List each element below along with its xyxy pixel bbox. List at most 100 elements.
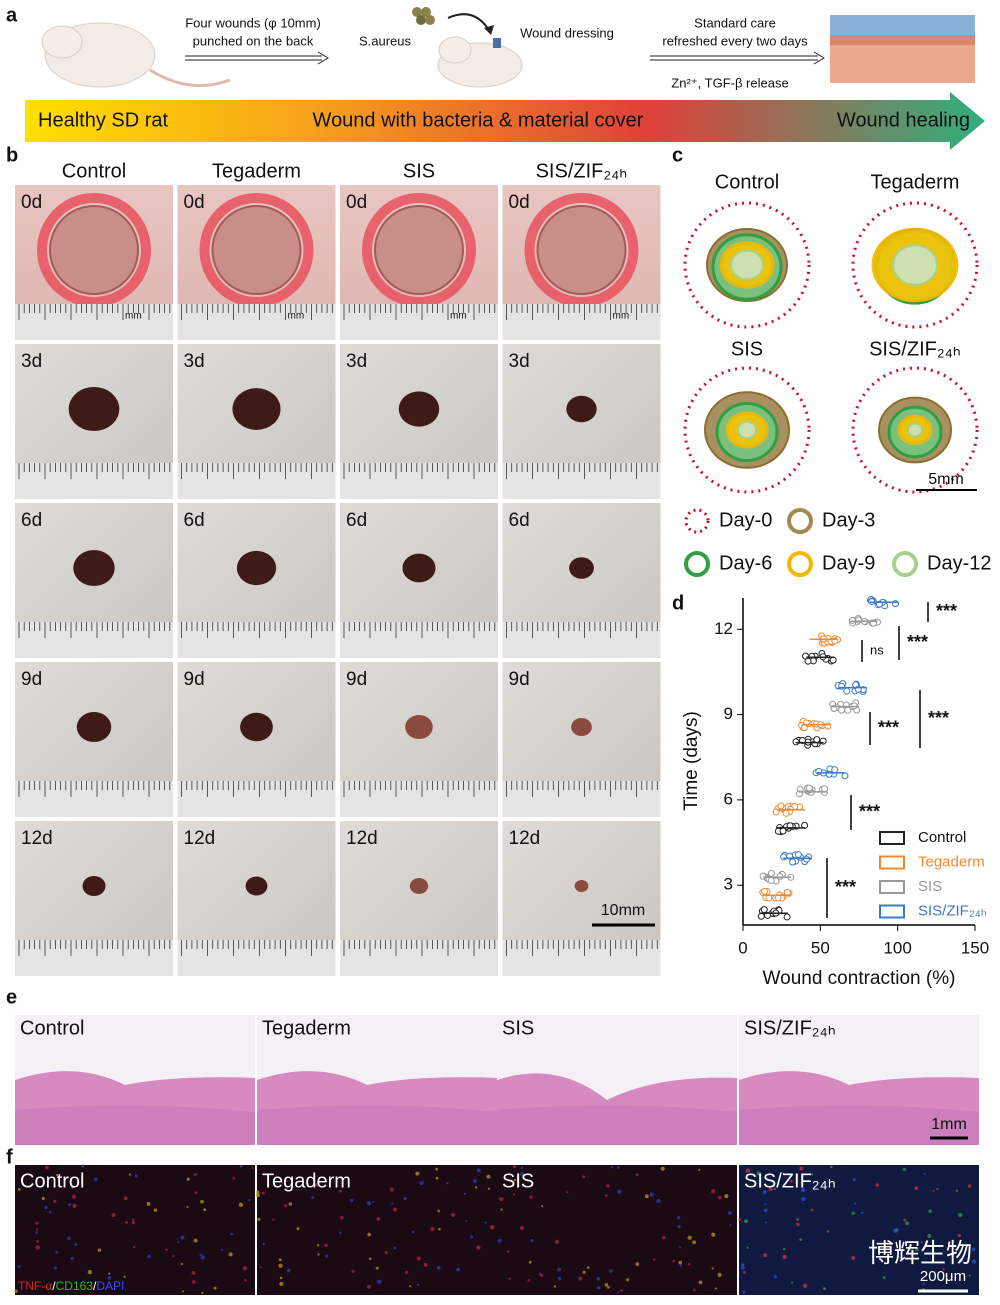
dot [780,853,788,861]
signal [903,1218,907,1222]
signal [499,1197,504,1202]
label: Tegaderm [871,171,960,193]
signal [446,1182,449,1185]
signal [255,1192,260,1198]
label: c [672,144,683,166]
signal [635,1262,640,1266]
label: Four wounds (φ 10mm) [185,15,321,30]
signal [366,1284,371,1289]
label: 10mm [601,902,645,919]
signal [97,1248,102,1252]
signal [437,1209,441,1213]
label: 博辉生物 [868,1238,972,1268]
signal [324,1243,328,1247]
day0-outline [851,366,979,494]
signal [186,1177,190,1181]
label: SIS [502,1170,534,1192]
signal [717,1195,722,1200]
tissue-deep [15,1105,255,1145]
signal [799,1166,804,1171]
signal [801,1197,806,1202]
label: 3d [346,351,367,372]
label: punched on the back [193,33,314,48]
panel-a-art [25,7,985,150]
label: Control [918,829,966,846]
signal [923,1172,926,1175]
label: 0 [738,938,747,957]
signal [698,1168,701,1172]
label: Control [715,171,779,193]
legend-swatch [879,880,905,894]
ruler [340,622,498,658]
dot [789,858,797,866]
label: 12d [346,828,378,849]
label: Healthy SD rat [38,109,168,131]
signal [851,1211,855,1215]
signal [676,1216,681,1220]
signal [35,1221,39,1225]
signal [473,1179,477,1183]
signal [181,1290,184,1293]
wound [569,557,594,579]
wound [240,712,273,742]
label: 6d [509,510,530,531]
signal [905,1221,909,1226]
signal [419,1181,424,1186]
label: 9d [509,669,530,690]
label: 3d [509,351,530,372]
signal [469,1235,474,1239]
signal [17,1188,21,1191]
label: refreshed every two days [662,33,808,48]
signal [17,1265,21,1269]
label: Control [20,1170,84,1192]
signal [617,1291,620,1294]
signal [649,1192,654,1197]
signal [513,1164,517,1169]
signal [230,1232,233,1236]
signal [74,1243,78,1247]
signal [710,1189,716,1194]
signal [239,1164,243,1168]
signal [679,1264,683,1267]
label: 0d [21,192,42,213]
signal [596,1286,601,1290]
signal [942,1268,945,1271]
label: Zn²⁺, TGF-β release [671,75,788,90]
signal [248,1198,251,1201]
signal [490,1224,495,1230]
signal [566,1191,569,1194]
dot-cluster [809,632,842,647]
signal [582,1270,586,1274]
signal [528,1260,532,1264]
day0-outline [683,366,811,494]
label: Control [20,1017,84,1039]
label: SIS [403,160,435,182]
signal [743,1271,746,1274]
signal [610,1165,613,1169]
wound [374,205,464,295]
signal [476,1168,481,1173]
signal [238,1202,243,1207]
dot-cluster [812,765,849,780]
signal [487,1187,491,1190]
signal [914,1186,919,1190]
signal [35,1231,38,1234]
signal [915,1248,919,1252]
dot [804,657,812,665]
label: Day-12 [927,552,991,574]
signal [314,1183,319,1187]
signal [67,1203,71,1207]
signal [711,1267,714,1270]
signal [72,1203,77,1208]
wound [405,715,433,739]
label: a [6,4,18,26]
signal [199,1253,202,1256]
legend-swatch [879,855,905,870]
wound [49,205,139,295]
signal [372,1200,375,1203]
signal [255,1190,260,1194]
signal [377,1279,382,1284]
label: 100 [883,938,911,957]
signal [823,1287,826,1291]
dot-cluster [802,649,837,665]
